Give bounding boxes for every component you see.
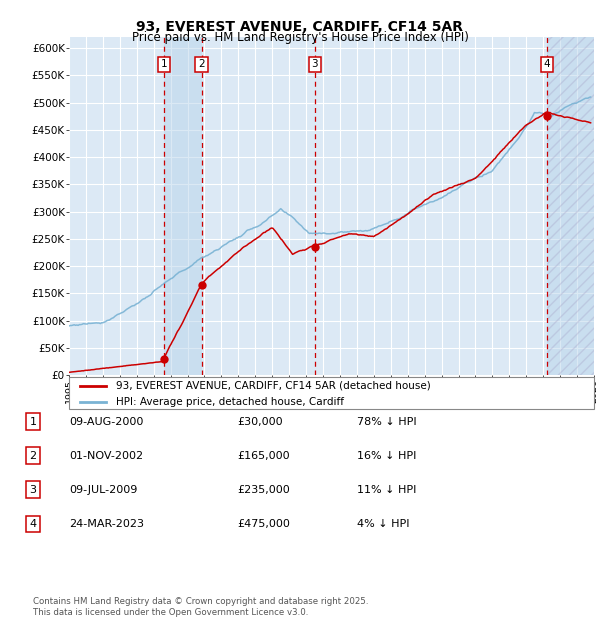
Text: 93, EVEREST AVENUE, CARDIFF, CF14 5AR (detached house): 93, EVEREST AVENUE, CARDIFF, CF14 5AR (d… — [116, 381, 431, 391]
Text: 01-NOV-2002: 01-NOV-2002 — [69, 451, 143, 461]
Text: Contains HM Land Registry data © Crown copyright and database right 2025.
This d: Contains HM Land Registry data © Crown c… — [33, 598, 368, 617]
Text: 16% ↓ HPI: 16% ↓ HPI — [357, 451, 416, 461]
Text: 4: 4 — [544, 60, 550, 69]
Text: 24-MAR-2023: 24-MAR-2023 — [69, 519, 144, 529]
Text: £30,000: £30,000 — [237, 417, 283, 427]
Text: £475,000: £475,000 — [237, 519, 290, 529]
Text: HPI: Average price, detached house, Cardiff: HPI: Average price, detached house, Card… — [116, 397, 344, 407]
Text: Price paid vs. HM Land Registry's House Price Index (HPI): Price paid vs. HM Land Registry's House … — [131, 31, 469, 44]
Text: 1: 1 — [29, 417, 37, 427]
Text: 11% ↓ HPI: 11% ↓ HPI — [357, 485, 416, 495]
Text: £235,000: £235,000 — [237, 485, 290, 495]
Text: 4: 4 — [29, 519, 37, 529]
Text: 09-JUL-2009: 09-JUL-2009 — [69, 485, 137, 495]
Bar — [547, 37, 594, 375]
Text: 2: 2 — [29, 451, 37, 461]
Text: 3: 3 — [29, 485, 37, 495]
Text: 93, EVEREST AVENUE, CARDIFF, CF14 5AR: 93, EVEREST AVENUE, CARDIFF, CF14 5AR — [137, 20, 464, 34]
Bar — [547, 37, 594, 375]
Text: 78% ↓ HPI: 78% ↓ HPI — [357, 417, 416, 427]
FancyBboxPatch shape — [69, 377, 594, 409]
Text: 4% ↓ HPI: 4% ↓ HPI — [357, 519, 409, 529]
Text: 1: 1 — [161, 60, 167, 69]
Text: £165,000: £165,000 — [237, 451, 290, 461]
Text: 09-AUG-2000: 09-AUG-2000 — [69, 417, 143, 427]
Bar — [164, 37, 202, 375]
Text: 2: 2 — [199, 60, 205, 69]
Text: 3: 3 — [311, 60, 318, 69]
